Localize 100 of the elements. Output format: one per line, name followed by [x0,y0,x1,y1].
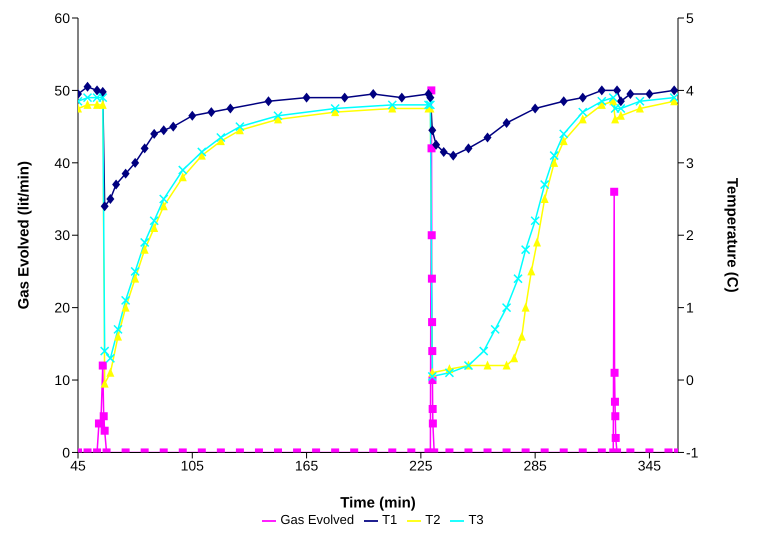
point [449,150,458,161]
point [613,85,622,96]
point [478,346,488,356]
point [560,96,568,106]
point [432,140,440,150]
point [106,368,114,377]
point [98,86,107,97]
point [330,104,340,114]
point [197,147,207,157]
x-tick-label: 285 [523,457,548,474]
point [160,201,168,210]
y-axis-title: Gas Evolved (lit/min) [15,161,32,310]
point [140,244,149,254]
point [207,107,216,118]
x-axis-title: Time (min) [340,494,416,512]
point [598,85,606,96]
point [626,89,634,100]
point [490,324,500,334]
point [558,129,568,139]
point [112,180,120,190]
point [578,92,587,103]
y-tick-label: 60 [54,10,70,26]
point [540,180,550,190]
point [578,107,588,117]
point [610,188,618,196]
point [100,378,109,388]
y2-tick-label: 2 [686,227,694,244]
point [140,143,149,154]
point [440,146,448,157]
x-tick-label: 105 [180,457,204,474]
point [178,172,187,182]
point [670,85,678,96]
point [608,92,618,102]
point [131,158,140,168]
y2-axis-title: Temperature (C) [724,178,741,293]
point [122,168,130,179]
point [388,100,398,110]
point [502,360,511,370]
y2-tick-label: 1 [686,300,694,316]
point [645,89,654,100]
point [428,347,436,356]
point [669,92,678,102]
y-tick-label: 50 [54,82,70,98]
y2-tick-label: -1 [686,444,699,460]
point [150,222,158,232]
point [530,216,540,226]
point [114,332,122,341]
point [444,368,454,378]
point [84,100,92,109]
y2-tick-label: 4 [686,82,694,98]
point [513,274,523,284]
y-tick-label: 30 [54,227,70,244]
x-tick-label: 165 [294,457,318,474]
point [369,89,378,100]
point [93,100,102,109]
y2-tick-label: 0 [686,372,694,388]
point [502,118,511,128]
y2-tick-label: 5 [686,10,694,26]
point [560,136,568,146]
point [428,404,437,413]
point [106,354,116,364]
y-tick-label: 10 [54,372,70,388]
point [188,110,196,121]
point [93,85,102,96]
point [531,104,540,114]
point [428,274,436,283]
point [428,372,438,382]
legend-label: T1 [382,512,398,528]
y2-tick-label: 3 [686,154,694,171]
x-tick-label: 45 [70,457,86,474]
point [84,82,92,92]
point [636,104,644,113]
point [428,231,436,240]
legend-label: Gas Evolved [280,512,354,528]
point [597,96,607,106]
point [428,125,436,136]
point [122,302,130,312]
y-tick-label: 20 [54,300,70,316]
point [235,122,245,132]
point [158,194,168,204]
point [273,111,283,120]
point [160,125,168,136]
point [520,244,530,254]
point [106,194,114,204]
point [522,302,530,312]
point [120,296,130,306]
point [518,332,526,341]
point [100,201,109,212]
x-tick-label: 225 [409,457,433,474]
point [98,362,107,370]
point [226,104,234,114]
x-tick-label: 345 [638,457,662,474]
point [169,122,178,132]
legend-label: T3 [468,512,484,528]
point [550,158,558,167]
point [533,237,542,246]
y-tick-label: 40 [54,154,70,171]
point [464,143,472,154]
point [610,368,619,377]
point [428,318,436,326]
